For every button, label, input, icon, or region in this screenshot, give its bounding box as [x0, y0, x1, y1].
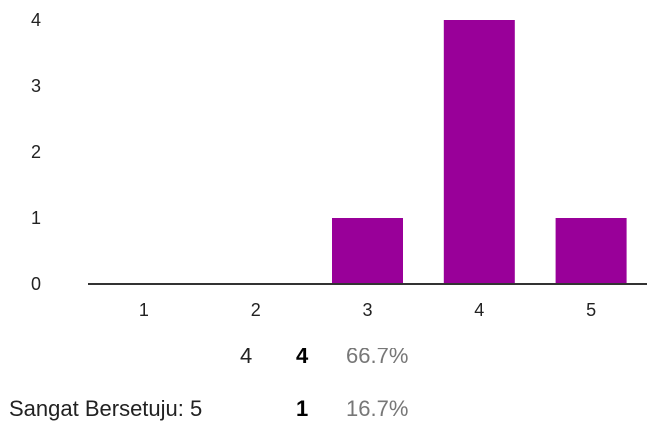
summary-label: Sangat Bersetuju: 5 [9, 396, 203, 421]
y-tick-label: 2 [31, 142, 41, 162]
bars [332, 20, 627, 284]
x-tick-label: 2 [251, 300, 261, 320]
summary-count: 4 [296, 348, 309, 368]
x-tick-label: 5 [586, 300, 596, 320]
x-tick-label: 3 [362, 300, 372, 320]
y-axis-ticks: 0 1 2 3 4 [31, 10, 41, 294]
x-tick-label: 1 [139, 300, 149, 320]
y-tick-label: 4 [31, 10, 41, 30]
bar-3 [332, 218, 403, 284]
summary-percent: 66.7% [346, 348, 409, 368]
summary-count: 1 [296, 396, 309, 421]
y-tick-label: 0 [31, 274, 41, 294]
x-tick-label: 4 [474, 300, 484, 320]
summary-row-partial: 4 4 66.7% [0, 348, 652, 374]
bar-5 [555, 218, 627, 284]
summary-percent: 16.7% [346, 396, 409, 421]
y-tick-label: 3 [31, 76, 41, 96]
y-tick-label: 1 [31, 208, 41, 228]
x-axis-ticks: 1 2 3 4 5 [139, 300, 596, 320]
summary-label: 4 [240, 348, 253, 368]
bar-4 [443, 20, 515, 284]
bar-chart: 0 1 2 3 4 1 2 3 4 5 [31, 10, 647, 320]
summary-row: Sangat Bersetuju: 5 1 16.7% [0, 389, 652, 429]
